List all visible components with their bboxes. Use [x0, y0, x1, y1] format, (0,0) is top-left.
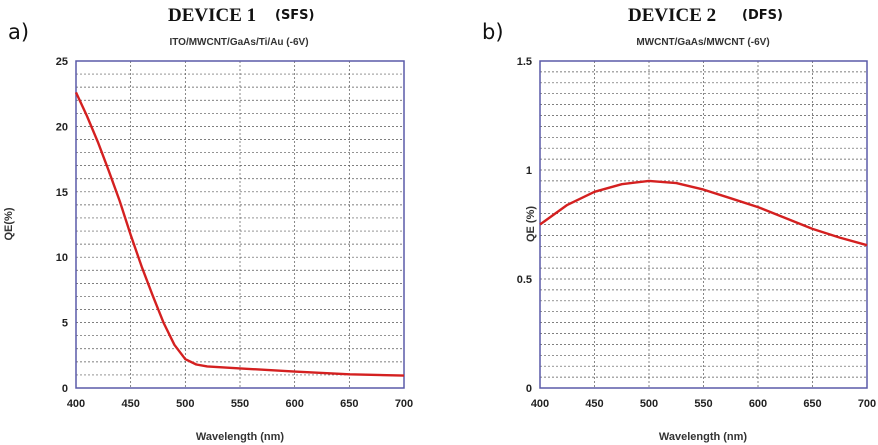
y-tick-label: 15 — [56, 187, 68, 199]
x-tick-label: 650 — [803, 398, 821, 410]
y-tick-label: 5 — [62, 318, 68, 330]
x-tick-label: 450 — [585, 398, 603, 410]
chart-subtitle: MWCNT/GaAs/MWCNT (-6V) — [636, 37, 769, 48]
x-tick-label: 400 — [531, 398, 549, 410]
panel-label: a) — [8, 20, 29, 44]
y-tick-label: 0.5 — [517, 274, 532, 286]
y-tick-label: 0 — [526, 383, 532, 395]
x-tick-label: 600 — [285, 398, 303, 410]
chart-device-2: b) DEVICE 2 (DFS) MWCNT/GaAs/MWCNT (-6V)… — [482, 5, 876, 443]
chart-device-1: a) DEVICE 1 (SFS) ITO/MWCNT/GaAs/Ti/Au (… — [3, 5, 413, 443]
y-tick-label: 0 — [62, 383, 68, 395]
x-tick-label: 700 — [395, 398, 413, 410]
x-tick-label: 550 — [231, 398, 249, 410]
y-tick-label: 1 — [526, 165, 532, 177]
chart-subtitle: ITO/MWCNT/GaAs/Ti/Au (-6V) — [169, 37, 308, 48]
qe-curve — [74, 91, 405, 377]
y-tick-label: 10 — [56, 252, 68, 264]
x-axis-label: Wavelength (nm) — [196, 431, 285, 443]
y-tick-label: 20 — [56, 121, 68, 133]
chart-title: DEVICE 1 — [168, 5, 256, 26]
plot-frame — [75, 60, 405, 389]
x-tick-label: 550 — [694, 398, 712, 410]
y-tick-label: 1.5 — [517, 56, 532, 68]
x-tick-label: 450 — [121, 398, 139, 410]
chart-title: DEVICE 2 — [628, 5, 716, 26]
y-tick-label: 25 — [56, 56, 68, 68]
panel-label: b) — [482, 20, 504, 44]
x-tick-label: 700 — [858, 398, 876, 410]
y-axis-label: QE(%) — [3, 207, 15, 240]
x-axis-label: Wavelength (nm) — [659, 431, 748, 443]
x-tick-label: 600 — [749, 398, 767, 410]
x-tick-label: 650 — [340, 398, 358, 410]
chart-title-tag: (DFS) — [742, 8, 783, 23]
y-axis-label: QE (%) — [525, 206, 537, 242]
x-tick-label: 500 — [640, 398, 658, 410]
x-tick-label: 400 — [67, 398, 85, 410]
x-tick-label: 500 — [176, 398, 194, 410]
chart-title-tag: (SFS) — [275, 8, 315, 23]
